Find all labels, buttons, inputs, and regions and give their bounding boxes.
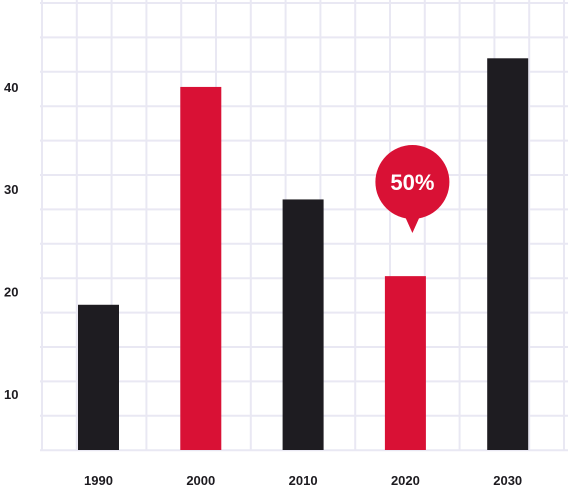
x-tick-label: 2020: [391, 473, 420, 486]
x-tick-label: 2030: [493, 473, 522, 486]
bars: [78, 58, 529, 450]
x-tick-label: 2010: [289, 473, 318, 486]
y-tick-label: 20: [4, 284, 18, 299]
bar-2010: [282, 199, 324, 450]
x-tick-label: 1990: [84, 473, 113, 486]
bar-1990: [78, 304, 119, 450]
bar-2020: [384, 276, 426, 450]
bar-2000: [180, 86, 222, 450]
y-tick-label: 30: [4, 182, 18, 197]
bubble-pointer: [403, 213, 422, 233]
annotation-bubble: 50%: [375, 145, 450, 233]
y-tick-label: 10: [4, 387, 18, 402]
y-axis: 10 20 30 40: [4, 80, 18, 402]
x-axis: 1990 2000 2010 2020 2030: [84, 473, 522, 486]
bar-2030: [487, 58, 529, 450]
x-tick-label: 2000: [186, 473, 215, 486]
y-tick-label: 40: [4, 80, 18, 95]
bubble-label: 50%: [390, 170, 434, 195]
bubble-circle: [375, 145, 450, 219]
